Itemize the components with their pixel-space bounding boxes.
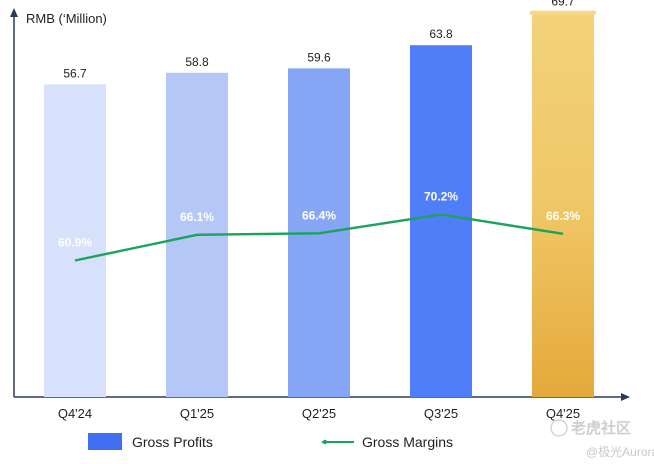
x-tick-label: Q4'24 — [58, 406, 92, 421]
gross-margin-label: 66.4% — [302, 208, 336, 222]
gross-margin-line — [74, 213, 564, 262]
x-tick-label: Q4'25 — [546, 406, 580, 421]
bar-value-label: 58.8 — [185, 55, 209, 69]
gross-margin-label: 60.9% — [58, 236, 92, 250]
gross-margin-label: 66.1% — [180, 210, 214, 224]
bar-Q425 — [532, 12, 594, 397]
legend: Gross Profits Gross Margins — [88, 433, 453, 450]
gross-margin-label: 66.3% — [546, 209, 580, 223]
watermark-brand: 老虎社区 — [570, 419, 631, 437]
bar-value-label: 63.8 — [429, 27, 453, 41]
bar-value-label: 56.7 — [63, 66, 87, 80]
legend-label-gross-margins: Gross Margins — [362, 434, 453, 450]
gross-margin-labels: 60.9% 66.1% 66.4% 70.2% 66.3% — [58, 190, 580, 250]
x-tick-label: Q3'25 — [424, 406, 458, 421]
watermark: 老虎社区 @极光Aurora — [550, 419, 654, 459]
gross-margin-label: 70.2% — [424, 190, 458, 204]
watermark-logo-icon — [550, 419, 568, 437]
gross-margin-line-group — [74, 213, 564, 262]
x-tick-label: Q1'25 — [180, 406, 214, 421]
bar-value-labels: 56.7 58.8 59.6 63.8 69.7 — [63, 0, 575, 80]
x-axis-arrow — [621, 393, 630, 401]
bar-Q325 — [410, 45, 472, 397]
legend-dot-gross-margins — [322, 439, 328, 445]
bar-value-label: 59.6 — [307, 50, 331, 64]
x-tick-label: Q2'25 — [302, 406, 336, 421]
bar-value-label: 69.7 — [551, 0, 575, 9]
bar-highlight-cap — [530, 10, 596, 15]
bar-Q424 — [44, 84, 106, 398]
y-axis-arrow — [10, 8, 18, 17]
bars-group — [44, 10, 596, 398]
legend-swatch-gross-profits — [88, 433, 122, 450]
x-tick-labels: Q4'24 Q1'25 Q2'25 Q3'25 Q4'25 — [58, 406, 580, 421]
legend-label-gross-profits: Gross Profits — [132, 434, 213, 450]
y-axis-label: RMB (‘Million) — [26, 11, 107, 26]
watermark-handle: @极光Aurora — [586, 445, 654, 459]
